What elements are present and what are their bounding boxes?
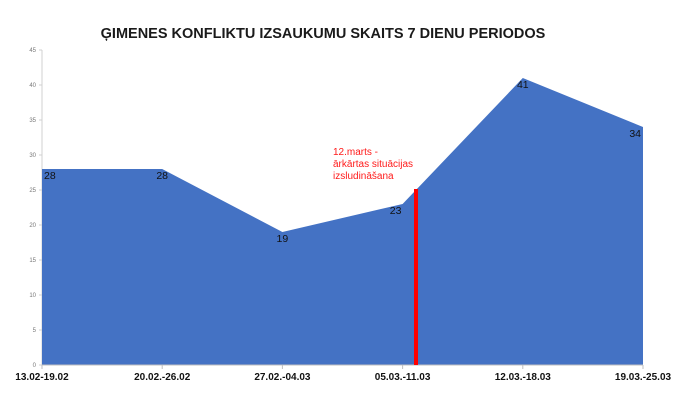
y-tick-label: 25 <box>29 188 36 194</box>
y-tick-label: 15 <box>29 258 36 264</box>
y-tick-label: 40 <box>29 83 36 89</box>
data-labels: 28 28 19 23 41 34 <box>44 79 641 245</box>
y-tick-label: 30 <box>29 153 36 159</box>
x-tick-label: 12.03.-18.03 <box>495 372 552 383</box>
annotation-line: ārkārtas situācijas <box>333 159 413 170</box>
x-tick-label: 19.03.-25.03 <box>615 372 672 383</box>
chart-title: ĢIMENES KONFLIKTU IZSAUKUMU SKAITS 7 DIE… <box>101 26 546 42</box>
data-label: 19 <box>277 233 289 245</box>
y-tick-label: 10 <box>29 293 36 299</box>
y-tick-label: 20 <box>29 223 36 229</box>
annotation-line: 12.marts - <box>333 147 378 158</box>
y-tick-label: 35 <box>29 118 36 124</box>
y-tick-label: 0 <box>33 363 37 369</box>
y-tick-label: 45 <box>29 48 36 54</box>
x-axis-ticks: 13.02-19.02 20.02.-26.02 27.02.-04.03 05.03… <box>15 365 672 383</box>
y-tick-label: 5 <box>33 328 37 334</box>
x-tick-label: 13.02-19.02 <box>15 372 69 383</box>
data-label: 28 <box>44 170 56 182</box>
x-tick-label: 05.03.-11.03 <box>375 372 431 383</box>
data-label: 23 <box>390 205 402 217</box>
area-series <box>42 78 643 365</box>
x-tick-label: 27.02.-04.03 <box>254 372 311 383</box>
x-tick-label: 20.02.-26.02 <box>134 372 191 383</box>
data-label: 41 <box>517 79 529 91</box>
data-label: 28 <box>156 170 168 182</box>
annotation-line: izsludināšana <box>333 171 394 182</box>
y-axis-ticks: 0 5 10 15 20 25 30 35 40 45 <box>29 48 42 369</box>
data-label: 34 <box>629 128 641 140</box>
event-annotation: 12.marts -ārkārtas situācijasizsludināša… <box>333 147 413 182</box>
